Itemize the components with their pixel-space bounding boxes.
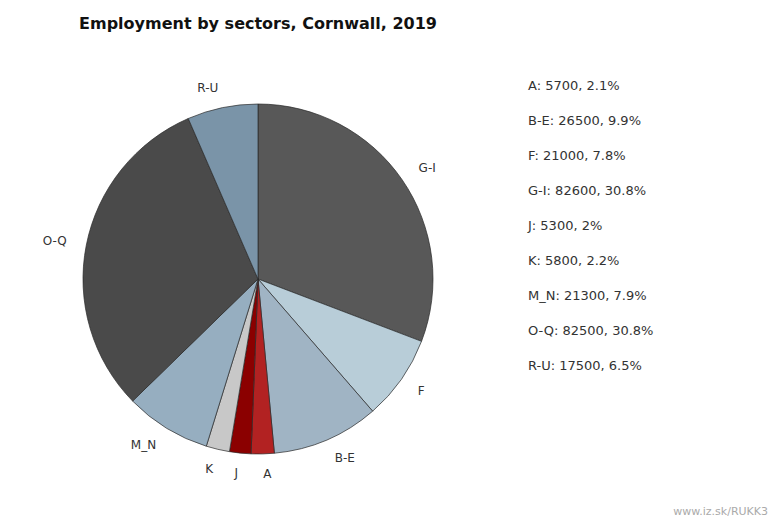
svg-text:B-E: B-E — [335, 451, 355, 465]
svg-text:M_N: M_N — [131, 438, 156, 452]
svg-text:F: F — [418, 384, 425, 398]
svg-text:R-U: R-U — [197, 81, 218, 95]
svg-text:G-I: G-I — [419, 161, 436, 175]
html-text:J: 5300, 2%: J: 5300, 2% — [528, 218, 603, 233]
svg-text:J: J — [234, 466, 239, 480]
html-text:www.iz.sk/RUKK3: www.iz.sk/RUKK3 — [673, 505, 768, 518]
svg-text:K: K — [205, 462, 214, 476]
html-text:A: 5700, 2.1%: A: 5700, 2.1% — [528, 78, 620, 93]
html-text:M_N: 21300, 7.9%: M_N: 21300, 7.9% — [528, 288, 647, 303]
html-text:Employment by sectors, Cornwal: Employment by sectors, Cornwall, 2019 — [79, 14, 437, 33]
html-text:K: 5800, 2.2%: K: 5800, 2.2% — [528, 253, 620, 268]
html-text:R-U: 17500, 6.5%: R-U: 17500, 6.5% — [528, 358, 642, 373]
html-text:B-E: 26500, 9.9%: B-E: 26500, 9.9% — [528, 113, 641, 128]
html-text:G-I: 82600, 30.8%: G-I: 82600, 30.8% — [528, 183, 646, 198]
html-text:O-Q: 82500, 30.8%: O-Q: 82500, 30.8% — [528, 323, 654, 338]
html-text:F: 21000, 7.8%: F: 21000, 7.8% — [528, 148, 626, 163]
svg-text:O-Q: O-Q — [43, 234, 67, 248]
svg-text:A: A — [263, 467, 272, 481]
